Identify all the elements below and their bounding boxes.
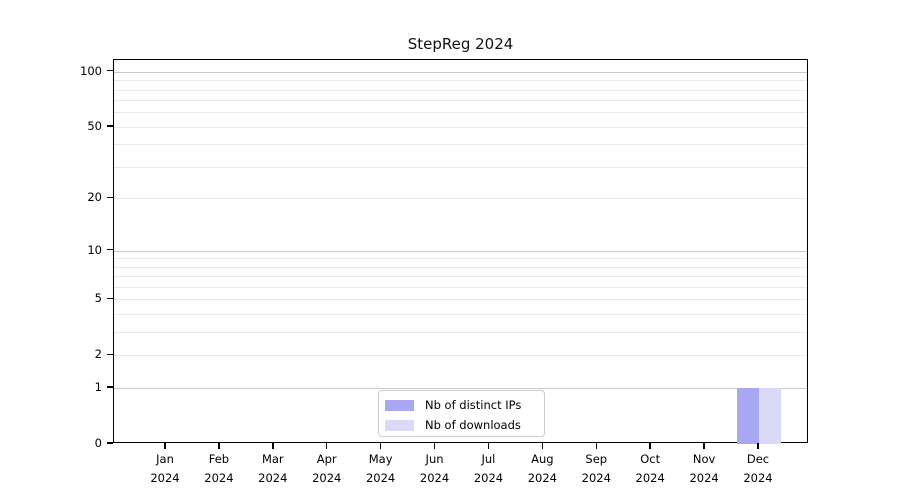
gridline-minor — [114, 299, 807, 301]
x-tick-label: Dec 2024 — [743, 452, 773, 485]
y-tick-label: 0 — [94, 436, 102, 450]
x-tick-label: May 2024 — [365, 452, 396, 485]
y-tick-mark — [107, 248, 113, 251]
legend-swatch-nb-of-distinct-ips — [385, 400, 414, 411]
gridline-minor — [114, 144, 807, 146]
gridline-minor — [114, 266, 807, 268]
x-tick-mark — [757, 443, 759, 449]
x-tick-mark — [541, 443, 544, 449]
y-tick-mark — [107, 196, 113, 199]
x-tick-mark — [379, 443, 382, 449]
legend-item: Nb of distinct IPs — [385, 397, 536, 414]
legend-label: Nb of downloads — [425, 418, 521, 432]
x-tick-label: Oct 2024 — [635, 452, 665, 485]
gridline-minor — [114, 198, 807, 200]
bar-nb-of-distinct-ips — [737, 388, 759, 444]
gridline-major — [114, 250, 807, 252]
x-tick-mark — [325, 443, 328, 449]
x-tick-mark — [433, 443, 436, 449]
y-tick-mark — [107, 297, 113, 300]
gridline-minor — [114, 89, 807, 91]
y-tick-label: 2 — [94, 347, 102, 362]
plot-area — [113, 59, 808, 444]
x-tick-label: Mar 2024 — [258, 452, 288, 485]
gridline-minor — [114, 287, 807, 289]
x-tick-mark — [487, 443, 490, 449]
x-tick-label: Nov 2024 — [689, 452, 719, 485]
y-tick-mark — [107, 353, 113, 356]
x-tick-label: Feb 2024 — [204, 452, 234, 485]
x-tick-mark — [595, 443, 598, 449]
y-tick-mark — [107, 69, 113, 72]
gridline-minor — [114, 112, 807, 114]
x-tick-mark — [218, 443, 220, 449]
legend-item: Nb of downloads — [385, 417, 536, 434]
legend: Nb of distinct IPs Nb of downloads — [378, 390, 545, 437]
y-tick-label: 1 — [94, 380, 102, 395]
y-tick-mark — [107, 386, 113, 388]
legend-label: Nb of distinct IPs — [425, 398, 522, 412]
gridline-minor — [114, 80, 807, 82]
gridline-minor — [114, 276, 807, 278]
gridline-minor — [114, 355, 807, 357]
legend-swatch-nb-of-downloads — [385, 420, 414, 431]
gridline-minor — [114, 100, 807, 102]
y-tick-label: 50 — [87, 118, 102, 133]
gridline-minor — [114, 332, 807, 334]
y-tick-label: 5 — [94, 291, 102, 306]
x-tick-label: Aug 2024 — [527, 452, 557, 485]
x-tick-mark — [703, 443, 705, 449]
chart-title: StepReg 2024 — [407, 35, 514, 53]
x-tick-mark — [272, 443, 274, 449]
x-tick-mark — [649, 443, 651, 449]
x-tick-label: Jan 2024 — [150, 452, 180, 485]
x-tick-label: Jul 2024 — [473, 452, 504, 485]
gridline-minor — [114, 126, 807, 128]
x-tick-mark — [164, 443, 166, 449]
y-tick-mark — [107, 442, 113, 444]
gridline-minor — [114, 258, 807, 260]
gridline-major — [114, 388, 807, 390]
y-tick-label: 100 — [80, 63, 102, 78]
y-tick-label: 10 — [87, 242, 102, 257]
y-tick-label: 20 — [87, 190, 102, 205]
x-tick-label: Apr 2024 — [312, 452, 342, 485]
gridline-minor — [114, 166, 807, 168]
gridline-minor — [114, 314, 807, 316]
bar-nb-of-downloads — [759, 388, 781, 444]
x-tick-label: Jun 2024 — [419, 452, 450, 485]
y-tick-mark — [107, 125, 113, 127]
x-tick-label: Sep 2024 — [581, 452, 611, 485]
gridline-major — [114, 71, 807, 73]
